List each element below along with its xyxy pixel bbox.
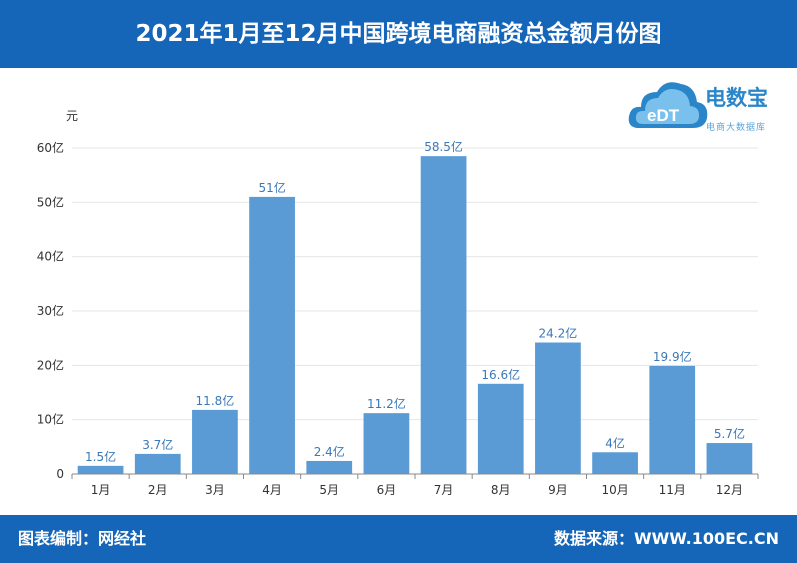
- bar-value-label: 5.7亿: [714, 426, 745, 441]
- bar-value-label: 11.2亿: [367, 396, 406, 411]
- x-tick-label: 5月: [319, 483, 339, 497]
- y-tick-label: 50亿: [37, 194, 64, 209]
- bar: [363, 413, 410, 474]
- bar: [649, 365, 696, 474]
- x-tick-label: 7月: [434, 483, 454, 497]
- footer-data-source: 数据来源：WWW.100EC.CN: [553, 529, 779, 548]
- cloud-logo-icon: eDT: [628, 82, 708, 128]
- bar-value-label: 11.8亿: [196, 393, 235, 408]
- bar-value-label: 58.5亿: [424, 139, 463, 154]
- x-tick-label: 10月: [601, 483, 628, 497]
- x-tick-label: 12月: [716, 483, 743, 497]
- gridlines: [72, 147, 758, 421]
- y-tick-labels: 0 10亿 20亿 30亿 40亿 50亿 60亿: [37, 140, 64, 481]
- y-tick-label: 20亿: [37, 357, 64, 372]
- bar: [706, 443, 753, 474]
- y-tick-label: 60亿: [37, 140, 64, 155]
- bar-value-label: 1.5亿: [85, 449, 116, 464]
- bar-value-label: 16.6亿: [481, 367, 520, 382]
- bar-value-label: 3.7亿: [142, 437, 173, 452]
- x-tick-label: 3月: [205, 483, 225, 497]
- chart-title: 2021年1月至12月中国跨境电商融资总金额月份图: [0, 0, 797, 68]
- bar: [192, 409, 238, 474]
- x-tick-label: 11月: [659, 483, 686, 497]
- x-tick-label: 8月: [491, 483, 511, 497]
- logo-badge: eDT: [647, 106, 680, 125]
- bar: [592, 452, 638, 474]
- bar: [535, 342, 581, 474]
- y-tick-label: 10亿: [37, 412, 64, 427]
- bar: [420, 156, 467, 474]
- bar-value-label: 4亿: [605, 435, 625, 450]
- bars: [77, 156, 753, 474]
- x-tick-label: 2月: [148, 483, 168, 497]
- x-tick-labels: 1月 2月 3月 4月 5月 6月 7月 8月 9月 10月 11月 12月: [71, 474, 759, 497]
- bar: [77, 465, 124, 474]
- y-tick-label: 40亿: [37, 249, 64, 264]
- bar: [134, 453, 181, 474]
- y-axis-unit: 元: [66, 109, 78, 123]
- x-tick-label: 1月: [91, 483, 111, 497]
- bar: [477, 383, 524, 474]
- x-tick-label: 9月: [548, 483, 568, 497]
- bar-value-label: 19.9亿: [653, 349, 692, 364]
- bar-chart: 元 0 10亿 20亿 30亿 40亿 50亿 60亿 1.5亿 3.7亿 11.8亿 51亿 2.…: [37, 109, 759, 497]
- x-tick-label: 6月: [377, 483, 397, 497]
- footer: 图表编制：网经社 数据来源：WWW.100EC.CN: [0, 515, 797, 563]
- bar: [306, 460, 353, 474]
- bar-value-label: 24.2亿: [539, 326, 578, 341]
- value-labels: 1.5亿 3.7亿 11.8亿 51亿 2.4亿 11.2亿 58.5亿 16.6亿 24.2亿…: [85, 139, 745, 464]
- footer-source-credit: 图表编制：网经社: [18, 529, 147, 548]
- x-tick-label: 4月: [262, 483, 282, 497]
- bar: [249, 196, 295, 474]
- y-tick-label: 0: [56, 467, 64, 481]
- bar-value-label: 51亿: [258, 180, 285, 195]
- bar-value-label: 2.4亿: [314, 444, 345, 459]
- y-tick-label: 30亿: [37, 303, 64, 318]
- logo-subtitle: 电商大数据库: [706, 123, 767, 133]
- logo-name: 电数宝: [705, 86, 768, 110]
